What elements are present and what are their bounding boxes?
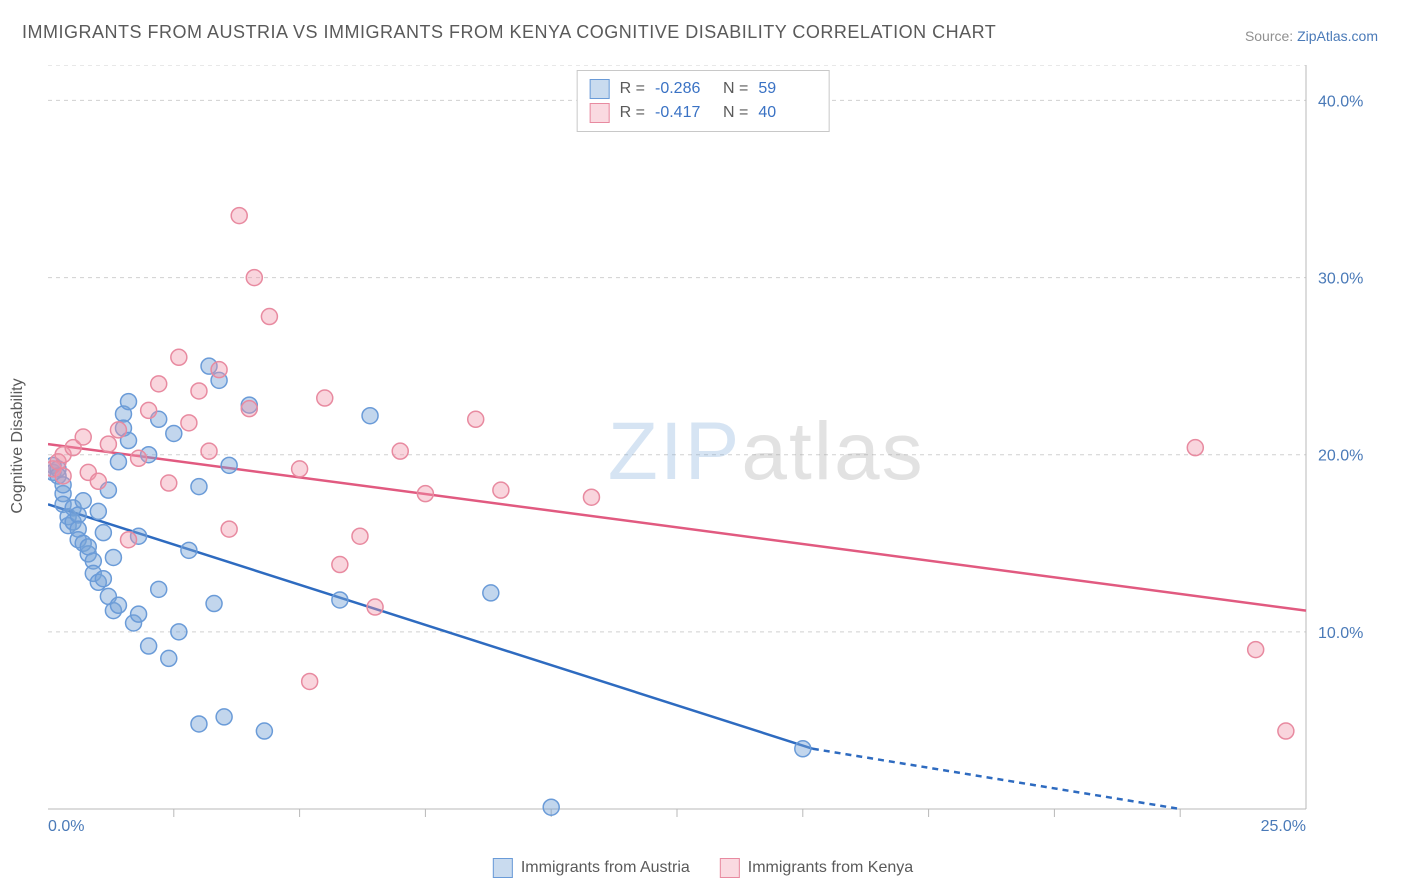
chart-plot-area: 10.0%20.0%30.0%40.0%0.0%25.0% ZIPatlas: [48, 65, 1378, 839]
legend-swatch-icon: [493, 858, 513, 878]
legend-swatch-icon: [590, 79, 610, 99]
legend-item: Immigrants from Kenya: [720, 858, 913, 878]
svg-text:10.0%: 10.0%: [1318, 625, 1363, 642]
chart-title: IMMIGRANTS FROM AUSTRIA VS IMMIGRANTS FR…: [22, 22, 996, 43]
legend-swatch-icon: [720, 858, 740, 878]
svg-text:0.0%: 0.0%: [48, 818, 84, 835]
legend-swatch-icon: [590, 103, 610, 123]
legend-row: R =-0.417 N =40: [590, 101, 817, 125]
svg-text:30.0%: 30.0%: [1318, 271, 1363, 288]
legend-item: Immigrants from Austria: [493, 858, 690, 878]
scatter-plot: 10.0% 20.0% 30.0% 40.0% 0.0% 25.0%: [48, 65, 1378, 839]
y-axis-label: Cognitive Disability: [9, 378, 27, 513]
series-legend: Immigrants from Austria Immigrants from …: [493, 858, 913, 878]
source-credit: Source: ZipAtlas.com: [1245, 28, 1378, 44]
correlation-legend: R =-0.286 N =59 R =-0.417 N =40: [577, 70, 830, 132]
svg-text:25.0%: 25.0%: [1261, 818, 1306, 835]
legend-row: R =-0.286 N =59: [590, 77, 817, 101]
svg-text:20.0%: 20.0%: [1318, 448, 1363, 465]
svg-text:40.0%: 40.0%: [1318, 93, 1363, 110]
source-link[interactable]: ZipAtlas.com: [1297, 28, 1378, 44]
